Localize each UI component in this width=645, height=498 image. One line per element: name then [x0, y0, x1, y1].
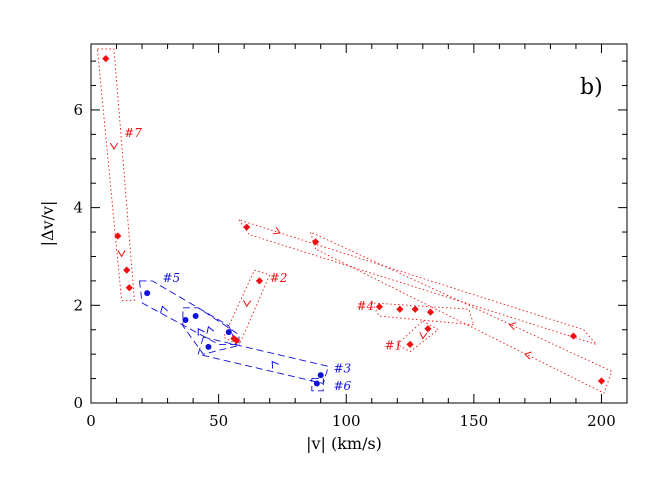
- x-tick-label: 150: [460, 412, 489, 430]
- track-box: [370, 302, 475, 326]
- plot-frame: [90, 43, 628, 404]
- data-point-diamond: [102, 55, 110, 63]
- data-point-circle: [317, 372, 324, 379]
- track-label: #6: [333, 379, 351, 393]
- data-point-diamond: [396, 305, 404, 313]
- data-point-circle: [192, 313, 199, 320]
- track-box: [309, 231, 613, 394]
- arrow: [109, 142, 119, 150]
- track-label: #5: [162, 271, 180, 285]
- x-axis-label: |v| (km/s): [306, 434, 382, 453]
- data-point-circle: [225, 329, 232, 336]
- track-labels: #7 #2 #4 #1 #5 #3 #6: [124, 126, 402, 393]
- arrow: [272, 226, 281, 235]
- data-point-circle: [144, 290, 151, 297]
- data-point-diamond: [123, 266, 131, 274]
- track-box: [96, 48, 135, 301]
- track-box: [237, 218, 598, 346]
- data-point-diamond: [424, 325, 432, 333]
- data-point-diamond: [406, 340, 414, 348]
- data-point-diamond: [255, 277, 264, 285]
- track-label: #7: [124, 126, 142, 140]
- arrow: [117, 250, 126, 258]
- y-tick-label: 2: [73, 296, 83, 314]
- y-tick-label: 0: [73, 394, 83, 412]
- data-point-diamond: [597, 377, 606, 385]
- x-tick-label: 0: [86, 412, 96, 430]
- track-boxes: [96, 48, 613, 394]
- data-point-diamond: [114, 232, 122, 240]
- data-point-diamond: [569, 332, 577, 340]
- track-box: [197, 336, 329, 385]
- y-tick-label: 6: [73, 101, 83, 119]
- data-point-circle: [182, 316, 189, 323]
- y-axis-label: |Δv/v|: [38, 201, 57, 247]
- arrow: [206, 325, 215, 334]
- data-point-diamond: [230, 334, 238, 343]
- x-tick-label: 100: [332, 412, 361, 430]
- data-point-diamond: [232, 336, 241, 345]
- data-point-diamond: [411, 305, 419, 313]
- track-label: #1: [385, 338, 403, 352]
- data-point-diamond: [243, 223, 251, 231]
- track-box: [396, 320, 439, 353]
- data-point-diamond: [125, 284, 133, 292]
- x-tick-label: 200: [587, 412, 616, 430]
- track-arrows: [109, 142, 532, 369]
- arrow: [419, 331, 428, 340]
- arrow: [243, 299, 252, 308]
- axis-ticks: 0 50 100 150 200 0 2 4 6: [73, 44, 628, 430]
- data-point-circle: [205, 343, 212, 350]
- data-point-circle: [313, 380, 320, 387]
- track-box: [138, 280, 238, 345]
- arrow: [197, 327, 205, 336]
- panel-label: b): [580, 75, 603, 100]
- arrow: [160, 305, 168, 314]
- track-label: #2: [270, 271, 288, 285]
- data-points: [102, 55, 606, 387]
- track-label: #3: [333, 362, 351, 376]
- track-box: [311, 378, 324, 392]
- track-label: #4: [356, 299, 374, 313]
- y-tick-label: 4: [73, 199, 83, 217]
- track-box: [182, 307, 240, 355]
- data-point-diamond: [375, 303, 384, 311]
- data-point-diamond: [426, 308, 435, 316]
- arrow: [271, 360, 279, 369]
- data-point-diamond: [312, 238, 320, 246]
- arrow: [508, 322, 517, 331]
- x-tick-label: 50: [209, 412, 228, 430]
- arrow: [523, 351, 532, 360]
